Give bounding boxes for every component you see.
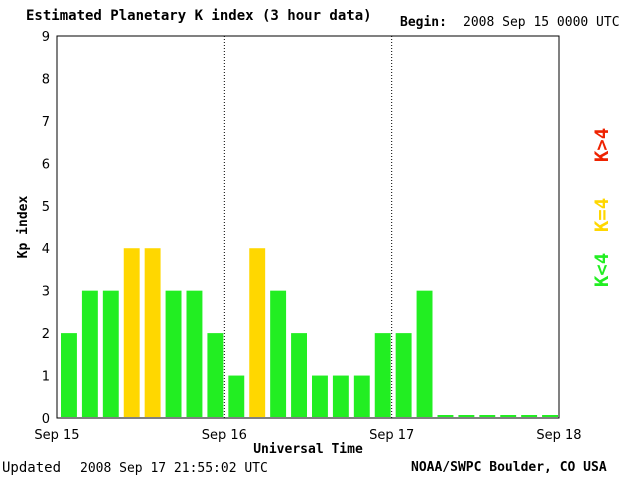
chart-title: Estimated Planetary K index (3 hour data… bbox=[26, 8, 372, 24]
kp-bar-6 bbox=[186, 290, 203, 417]
kp-bar-9 bbox=[249, 248, 266, 417]
kp-bar-10 bbox=[270, 290, 287, 417]
kp-bar-1 bbox=[81, 290, 98, 417]
credit-text: NOAA/SWPC Boulder, CO USA bbox=[411, 460, 607, 475]
y-tick-label-6: 6 bbox=[42, 157, 50, 172]
updated-value: 2008 Sep 17 21:55:02 UTC bbox=[80, 461, 268, 476]
kp-bar-18 bbox=[437, 415, 454, 417]
kp-bar-5 bbox=[165, 290, 182, 417]
begin-value: 2008 Sep 15 0000 UTC bbox=[463, 15, 620, 30]
y-tick-label-4: 4 bbox=[42, 242, 50, 257]
kp-bar-2 bbox=[102, 290, 119, 417]
y-tick-label-2: 2 bbox=[42, 327, 50, 342]
kp-bar-7 bbox=[207, 333, 224, 417]
kp-bar-23 bbox=[542, 415, 558, 417]
kp-bar-17 bbox=[416, 290, 433, 417]
kp-bar-12 bbox=[312, 375, 328, 417]
kp-bar-20 bbox=[479, 415, 496, 417]
x-tick-label-3: Sep 18 bbox=[536, 428, 581, 443]
y-tick-label-7: 7 bbox=[42, 115, 50, 130]
legend-item-1: K=4 bbox=[591, 198, 613, 232]
y-axis-title: Kp index bbox=[16, 196, 31, 259]
kp-bar-8 bbox=[228, 375, 245, 417]
kp-bar-0 bbox=[61, 333, 77, 417]
plot-frame bbox=[56, 35, 560, 419]
kp-bar-4 bbox=[144, 248, 161, 417]
kp-bar-19 bbox=[458, 415, 475, 417]
kp-bar-13 bbox=[332, 375, 349, 417]
x-tick-label-2: Sep 17 bbox=[369, 428, 414, 443]
begin-label: Begin: bbox=[400, 15, 447, 30]
kp-bar-3 bbox=[123, 248, 140, 417]
updated-label: Updated bbox=[2, 460, 62, 476]
legend-item-2: K>4 bbox=[591, 128, 613, 162]
kp-bar-22 bbox=[521, 415, 538, 417]
kp-bar-14 bbox=[353, 375, 370, 417]
kp-bar-11 bbox=[291, 333, 307, 417]
x-tick-label-0: Sep 15 bbox=[34, 428, 79, 443]
kp-bar-21 bbox=[500, 415, 517, 417]
y-tick-label-3: 3 bbox=[42, 285, 50, 300]
kp-bar-16 bbox=[395, 333, 412, 417]
kp-bar-15 bbox=[374, 333, 391, 417]
y-tick-label-8: 8 bbox=[42, 72, 50, 87]
x-axis-title: Universal Time bbox=[253, 442, 363, 457]
y-tick-label-1: 1 bbox=[42, 370, 50, 385]
legend-item-0: K<4 bbox=[591, 253, 613, 287]
y-tick-label-9: 9 bbox=[42, 30, 50, 45]
y-tick-label-5: 5 bbox=[42, 200, 50, 215]
x-tick-label-1: Sep 16 bbox=[202, 428, 247, 443]
y-tick-label-0: 0 bbox=[42, 412, 50, 427]
